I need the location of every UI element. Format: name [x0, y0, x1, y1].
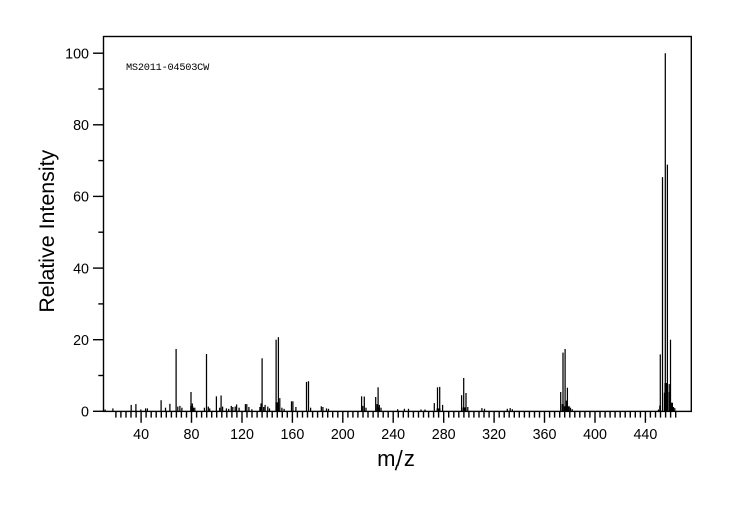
svg-text:440: 440: [633, 427, 657, 443]
svg-text:MS2011-04503CW: MS2011-04503CW: [126, 62, 210, 74]
svg-text:Relative Intensity: Relative Intensity: [35, 149, 59, 312]
svg-text:120: 120: [230, 427, 254, 443]
svg-text:360: 360: [533, 427, 557, 443]
svg-text:40: 40: [133, 427, 149, 443]
svg-text:100: 100: [65, 47, 89, 63]
svg-text:80: 80: [184, 427, 200, 443]
svg-text:0: 0: [81, 405, 89, 421]
svg-text:320: 320: [482, 427, 506, 443]
svg-text:400: 400: [583, 427, 607, 443]
svg-text:200: 200: [331, 427, 355, 443]
svg-text:160: 160: [280, 427, 304, 443]
svg-text:60: 60: [73, 190, 89, 206]
svg-text:80: 80: [73, 118, 89, 134]
svg-text:280: 280: [432, 427, 456, 443]
svg-text:40: 40: [73, 261, 89, 277]
svg-text:20: 20: [73, 333, 89, 349]
svg-text:240: 240: [381, 427, 405, 443]
